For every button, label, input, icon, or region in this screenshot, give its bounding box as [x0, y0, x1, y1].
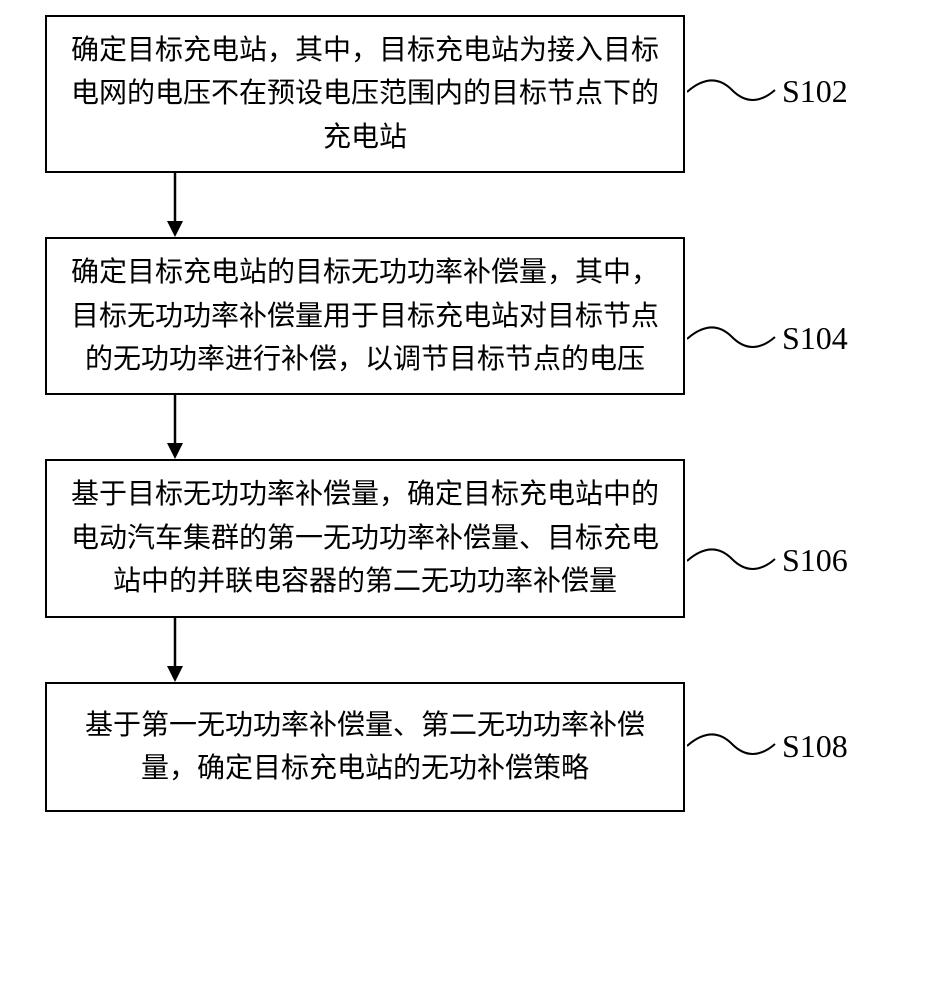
arrow-down-icon — [160, 618, 190, 682]
curve-connector-icon — [687, 72, 777, 112]
flow-step-text: 确定目标充电站的目标无功功率补偿量，其中，目标无功功率补偿量用于目标充电站对目标… — [71, 257, 659, 375]
label-connector-s106: S106 — [687, 536, 887, 586]
flow-step-s102: 确定目标充电站，其中，目标充电站为接入目标电网的电压不在预设电压范围内的目标节点… — [45, 15, 685, 173]
step-label: S102 — [782, 67, 848, 117]
curve-connector-icon — [687, 319, 777, 359]
arrow-container — [45, 395, 685, 459]
curve-connector-icon — [687, 541, 777, 581]
step-label: S104 — [782, 314, 848, 364]
label-connector-s102: S102 — [687, 67, 887, 117]
curve-connector-icon — [687, 726, 777, 766]
step-label: S106 — [782, 536, 848, 586]
flow-step-text: 基于第一无功功率补偿量、第二无功功率补偿量，确定目标充电站的无功补偿策略 — [85, 710, 645, 784]
label-connector-s104: S104 — [687, 314, 887, 364]
flow-step-s108: 基于第一无功功率补偿量、第二无功功率补偿量，确定目标充电站的无功补偿策略 S10… — [45, 682, 685, 813]
arrow-down-icon — [160, 395, 190, 459]
arrow-down-icon — [160, 173, 190, 237]
step-label: S108 — [782, 722, 848, 772]
label-connector-s108: S108 — [687, 722, 887, 772]
flow-step-s104: 确定目标充电站的目标无功功率补偿量，其中，目标无功功率补偿量用于目标充电站对目标… — [45, 237, 685, 395]
flowchart-container: 确定目标充电站，其中，目标充电站为接入目标电网的电压不在预设电压范围内的目标节点… — [45, 15, 885, 812]
arrow-container — [45, 173, 685, 237]
flow-step-s106: 基于目标无功功率补偿量，确定目标充电站中的电动汽车集群的第一无功功率补偿量、目标… — [45, 459, 685, 617]
flow-step-text: 确定目标充电站，其中，目标充电站为接入目标电网的电压不在预设电压范围内的目标节点… — [71, 35, 659, 153]
flow-step-text: 基于目标无功功率补偿量，确定目标充电站中的电动汽车集群的第一无功功率补偿量、目标… — [71, 479, 659, 597]
arrow-container — [45, 618, 685, 682]
